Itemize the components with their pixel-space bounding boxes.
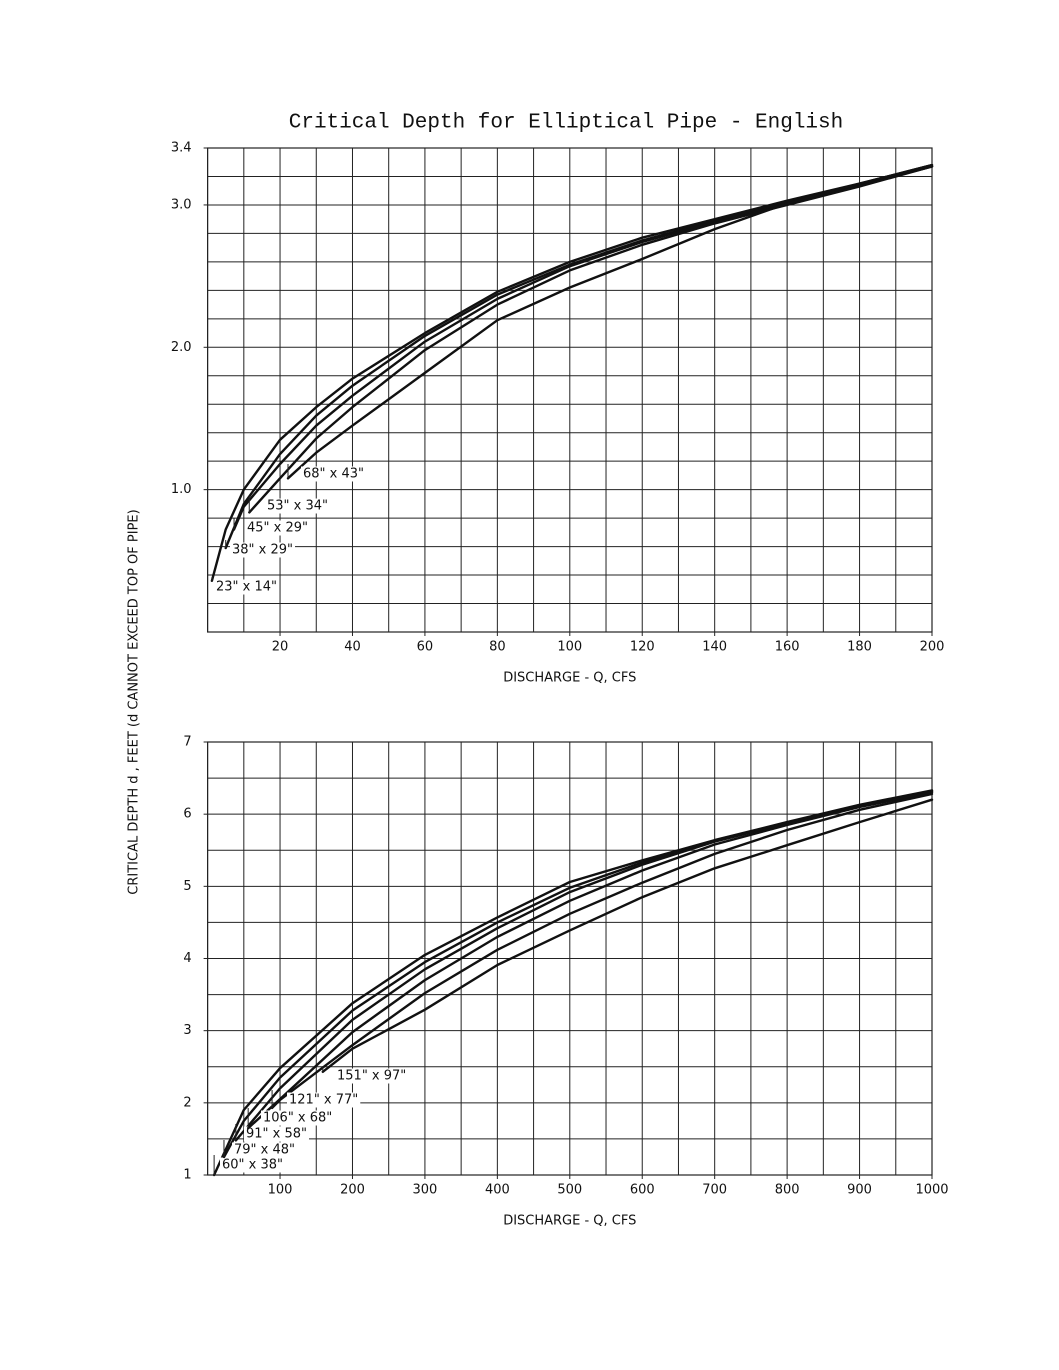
x-tick-label: 1000: [915, 1183, 948, 1198]
y-tick-label: 3.0: [171, 197, 192, 212]
curve: [286, 163, 934, 480]
curve-label: 53" x 34": [267, 499, 328, 514]
label-background: [230, 542, 296, 558]
x-tick-label: 400: [485, 1183, 510, 1198]
y-tick-label: 3.4: [171, 141, 192, 156]
y-tick-label: 1: [183, 1168, 191, 1183]
x-tick-label: 700: [702, 1183, 727, 1198]
label-background: [244, 1126, 310, 1142]
x-tick-label: 100: [557, 640, 582, 655]
y-tick-label: 2: [183, 1095, 191, 1110]
y-tick-label: 7: [183, 735, 191, 750]
curve: [321, 798, 934, 1073]
y-tick-label: 4: [183, 951, 191, 966]
x-tick-label: 600: [630, 1183, 655, 1198]
curve: [247, 791, 934, 1130]
curve-label: 68" x 43": [303, 467, 364, 482]
x-axis-label: DISCHARGE - Q, CFS: [503, 671, 636, 686]
curve: [210, 163, 934, 582]
x-tick-label: 160: [775, 640, 800, 655]
x-tick-label: 800: [775, 1183, 800, 1198]
curve: [248, 165, 934, 514]
y-tick-label: 2.0: [171, 340, 192, 355]
curve-label: 151" x 97": [337, 1069, 406, 1084]
x-tick-label: 60: [417, 640, 434, 655]
curve-label: 79" x 48": [234, 1143, 295, 1158]
label-background: [335, 1068, 409, 1084]
y-tick-label: 1.0: [171, 482, 192, 497]
curve-label: 121" x 77": [289, 1093, 358, 1108]
x-tick-label: 200: [340, 1183, 365, 1198]
label-background: [232, 1142, 298, 1158]
curve-label: 106" x 68": [263, 1111, 332, 1126]
curve-label: 60" x 38": [222, 1158, 283, 1173]
label-background: [261, 1110, 335, 1126]
label-background: [245, 520, 311, 536]
label-background: [287, 1092, 361, 1108]
x-tick-label: 40: [344, 640, 361, 655]
x-axis-label: DISCHARGE - Q, CFS: [503, 1214, 636, 1229]
y-tick-label: 5: [183, 879, 191, 894]
label-background: [220, 1157, 286, 1173]
curve-label: 91" x 58": [246, 1127, 307, 1142]
curve: [234, 790, 934, 1142]
x-tick-label: 180: [847, 640, 872, 655]
curve: [270, 792, 934, 1110]
x-tick-label: 500: [557, 1183, 582, 1198]
x-tick-label: 100: [268, 1183, 293, 1198]
x-tick-label: 140: [702, 640, 727, 655]
label-background: [301, 466, 367, 482]
x-tick-label: 200: [920, 640, 945, 655]
x-tick-label: 300: [413, 1183, 438, 1198]
curve: [224, 165, 934, 550]
x-tick-label: 20: [272, 640, 289, 655]
curve-label: 45" x 29": [247, 521, 308, 536]
x-tick-label: 80: [489, 640, 506, 655]
y-tick-label: 3: [183, 1023, 191, 1038]
chart-title: Critical Depth for Elliptical Pipe - Eng…: [289, 112, 844, 135]
curve-label: 38" x 29": [232, 543, 293, 558]
x-tick-label: 900: [847, 1183, 872, 1198]
y-axis-label: CRITICAL DEPTH d , FEET (d CANNOT EXCEED…: [127, 509, 142, 894]
label-background: [214, 579, 280, 595]
x-tick-label: 120: [630, 640, 655, 655]
y-tick-label: 6: [183, 807, 191, 822]
label-background: [265, 498, 331, 514]
curve-label: 23" x 14": [216, 580, 277, 595]
